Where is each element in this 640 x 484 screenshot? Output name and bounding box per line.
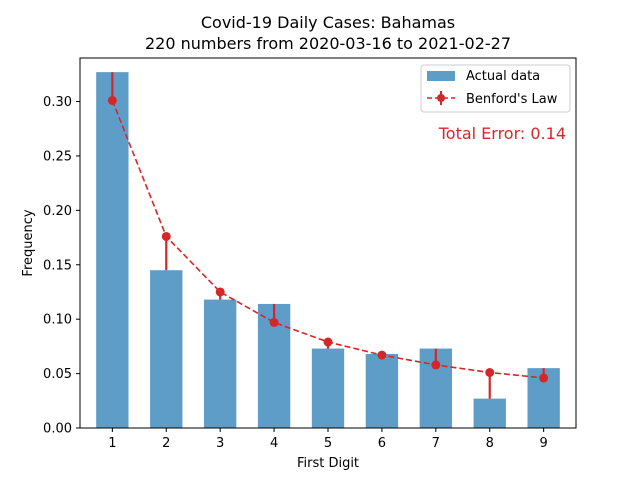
y-tick-label: 0.20 xyxy=(43,204,72,219)
legend-label-actual: Actual data xyxy=(466,69,540,84)
bar-digit-8 xyxy=(473,398,506,428)
x-tick-label: 5 xyxy=(324,436,332,451)
benford-point-digit-7 xyxy=(431,360,441,370)
y-tick-label: 0.15 xyxy=(43,258,72,273)
bar-digit-5 xyxy=(311,348,345,428)
benford-point-digit-1 xyxy=(107,95,117,105)
x-tick-label: 7 xyxy=(432,436,440,451)
legend-bar-swatch xyxy=(427,71,455,81)
benford-point-digit-5 xyxy=(323,337,333,347)
y-axis-label: Frequency xyxy=(21,209,36,276)
benford-point-digit-9 xyxy=(539,373,549,383)
bar-digit-3 xyxy=(204,299,237,428)
y-tick-label: 0.25 xyxy=(43,149,72,164)
x-tick-label: 4 xyxy=(270,436,278,451)
plot-frame xyxy=(79,57,577,429)
y-tick-label: 0.05 xyxy=(43,367,72,382)
y-tick-label: 0.00 xyxy=(43,422,72,437)
plot-area: 1 2 3 4 5 6 7 8 9 0.00 0.05 0.10 0.15 0.20 0.25 0.30 xyxy=(43,72,560,451)
benford-point-digit-6 xyxy=(377,350,387,360)
bar-digit-1 xyxy=(96,72,129,428)
chart-subtitle: 220 numbers from 2020-03-16 to 2021-02-2… xyxy=(145,34,511,53)
total-error-annotation: Total Error: 0.14 xyxy=(438,124,566,143)
x-tick-label: 9 xyxy=(540,436,548,451)
x-tick-label: 6 xyxy=(378,436,386,451)
legend-marker-swatch xyxy=(437,94,445,102)
x-tick-label: 8 xyxy=(486,436,494,451)
bar-digit-2 xyxy=(150,270,183,428)
chart-title: Covid-19 Daily Cases: Bahamas xyxy=(201,13,455,32)
benford-point-digit-4 xyxy=(269,317,279,327)
benford-point-digit-3 xyxy=(215,287,225,297)
y-tick-label: 0.10 xyxy=(43,313,72,328)
x-tick-label: 2 xyxy=(162,436,170,451)
y-tick-label: 0.30 xyxy=(43,95,72,110)
x-tick-label: 3 xyxy=(216,436,224,451)
x-axis-label: First Digit xyxy=(297,456,359,471)
benford-point-digit-8 xyxy=(485,368,495,377)
x-tick-label: 1 xyxy=(108,436,116,451)
legend: Actual data Benford's Law xyxy=(420,64,571,113)
legend-label-benford: Benford's Law xyxy=(466,92,558,107)
benford-point-digit-2 xyxy=(161,231,171,241)
legend-box xyxy=(420,64,571,113)
bar-digit-6 xyxy=(365,354,399,428)
